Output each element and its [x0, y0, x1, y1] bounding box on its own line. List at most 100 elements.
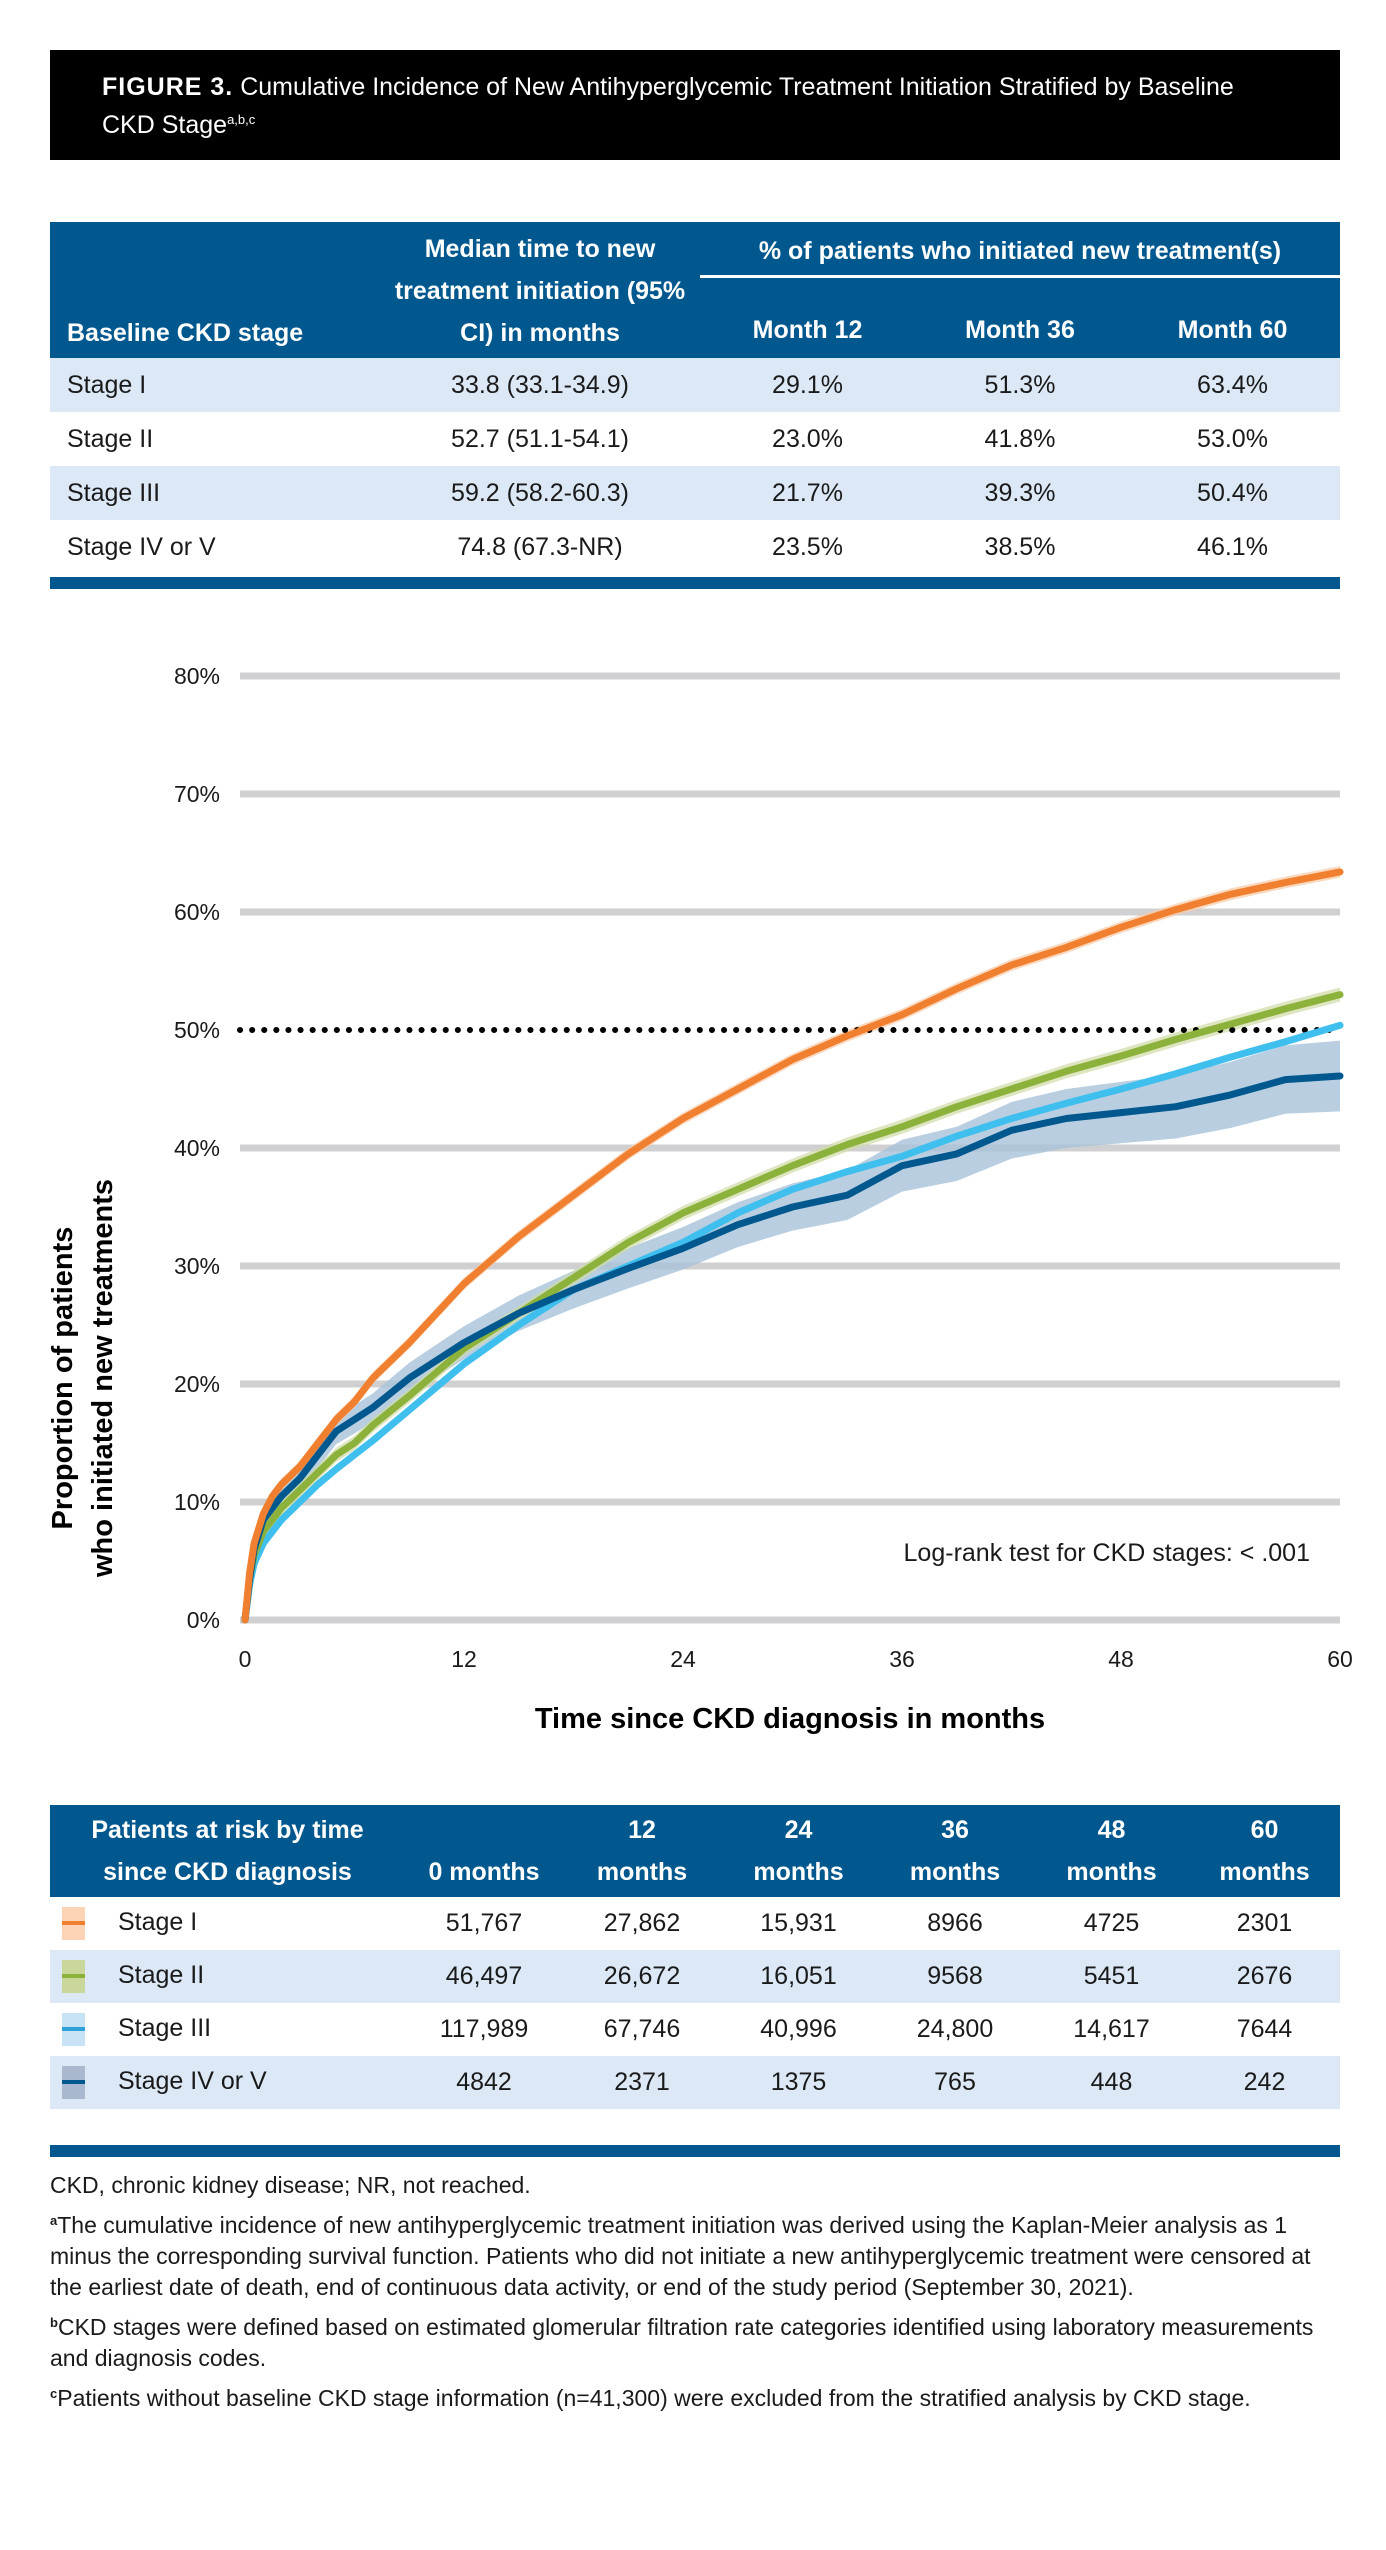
legend-line-icon [62, 1974, 85, 1978]
month60-cell: 46.1% [1125, 520, 1340, 574]
risk-stage-label: Stage III [118, 2014, 212, 2043]
footnote-b-mark: b [50, 2315, 58, 2330]
y-tick-label: 80% [174, 663, 220, 689]
risk-count-cell: 46,497 [405, 1950, 563, 2003]
median-cell: 33.8 (33.1-34.9) [380, 358, 700, 412]
risk-header-36: 36 months [876, 1805, 1034, 1897]
footnotes: CKD, chronic kidney disease; NR, not rea… [50, 2170, 1340, 2423]
footnote-a: aThe cumulative incidence of new antihyp… [50, 2210, 1340, 2303]
risk-header-label-line2: since CKD diagnosis [103, 1858, 352, 1886]
table-row: Stage I 51,767 27,862 15,931 8966 4725 2301 [50, 1897, 1340, 1950]
month36-cell: 51.3% [915, 358, 1125, 412]
y-axis-title-line2: who initiated new treatments [87, 1179, 119, 1578]
month12-cell: 23.0% [700, 412, 915, 466]
risk-count-cell: 16,051 [721, 1950, 876, 2003]
header-month-12: Month 12 [700, 276, 915, 358]
table-row: Stage III 59.2 (58.2-60.3) 21.7% 39.3% 5… [50, 466, 1340, 520]
legend-swatch-icon [62, 2066, 85, 2099]
summary-table: Baseline CKD stage Median time to new tr… [50, 222, 1340, 574]
series-lines [241, 868, 1344, 1624]
chart-svg: 0% 10% 20% 30% 40% 50% 60% 70% 80% 0 12 24 36 48 60 L… [47, 663, 1353, 1735]
risk-header-48-bottom: months [1066, 1858, 1157, 1886]
figure-title-superscript: a,b,c [227, 112, 256, 127]
risk-count-cell: 448 [1034, 2056, 1189, 2109]
y-axis-title: Proportion of patients who initiated new… [47, 1179, 119, 1578]
risk-count-cell: 5451 [1034, 1950, 1189, 2003]
risk-header-12: 12 months [563, 1805, 721, 1897]
risk-header-24-bottom: months [753, 1858, 844, 1886]
y-tick-label: 0% [187, 1607, 220, 1633]
footnote-a-text: The cumulative incidence of new antihype… [50, 2212, 1311, 2300]
stage-cell: Stage I [50, 358, 380, 412]
table-row: Stage II 52.7 (51.1-54.1) 23.0% 41.8% 53… [50, 412, 1340, 466]
x-axis-title: Time since CKD diagnosis in months [535, 1703, 1045, 1735]
confidence-band-stage-i [245, 865, 1340, 1620]
median-cell: 74.8 (67.3-NR) [380, 520, 700, 574]
y-tick-label: 70% [174, 781, 220, 807]
risk-stage-cell: Stage III [50, 2003, 405, 2056]
x-tick-label: 36 [889, 1646, 915, 1672]
legend-swatch-icon [62, 2013, 85, 2046]
risk-header-60-top: 60 [1250, 1816, 1279, 1844]
risk-header-24-top: 24 [784, 1816, 813, 1844]
month36-cell: 39.3% [915, 466, 1125, 520]
table-row: Stage IV or V 4842 2371 1375 765 448 242 [50, 2056, 1340, 2109]
risk-header-36-top: 36 [941, 1816, 969, 1844]
series-line-stage-i [241, 868, 1344, 1624]
risk-count-cell: 26,672 [563, 1950, 721, 2003]
month60-cell: 53.0% [1125, 412, 1340, 466]
risk-stage-label: Stage I [118, 1908, 198, 1937]
footnote-c-mark: c [50, 2386, 58, 2401]
risk-count-cell: 117,989 [405, 2003, 563, 2056]
risk-header-12-bottom: months [596, 1858, 688, 1886]
header-baseline-stage: Baseline CKD stage [50, 222, 380, 358]
header-month-60: Month 60 [1125, 276, 1340, 358]
x-tick-label: 60 [1327, 1646, 1353, 1672]
gridlines [240, 672, 1340, 1624]
log-rank-annotation: Log-rank test for CKD stages: < .001 [904, 1539, 1310, 1567]
risk-count-cell: 4842 [405, 2056, 563, 2109]
table-row: Stage IV or V 74.8 (67.3-NR) 23.5% 38.5%… [50, 520, 1340, 574]
risk-stage-cell: Stage IV or V [50, 2056, 405, 2109]
stage-cell: Stage III [50, 466, 380, 520]
y-tick-label: 30% [174, 1253, 220, 1279]
risk-count-cell: 4725 [1034, 1897, 1189, 1950]
risk-header-0-bottom: 0 months [428, 1858, 540, 1886]
legend-swatch-icon [62, 1907, 85, 1940]
risk-header-48: 48 months [1034, 1805, 1189, 1897]
table-row: Stage I 33.8 (33.1-34.9) 29.1% 51.3% 63.… [50, 358, 1340, 412]
legend-line-icon [62, 2080, 85, 2084]
confidence-band-stage-iv-or-v [245, 1040, 1340, 1620]
month60-cell: 63.4% [1125, 358, 1340, 412]
footnote-c-text: Patients without baseline CKD stage info… [57, 2385, 1251, 2411]
risk-table-bottom-rule [50, 2145, 1340, 2157]
risk-header-label: Patients at risk by time since CKD diagn… [50, 1805, 405, 1897]
risk-count-cell: 27,862 [563, 1897, 721, 1950]
footnote-c: cPatients without baseline CKD stage inf… [50, 2383, 1340, 2414]
y-tick-label: 20% [174, 1371, 220, 1397]
figure-label: FIGURE 3. [102, 73, 234, 101]
y-tick-label: 10% [174, 1489, 220, 1515]
header-median-time: Median time to new treatment initiation … [380, 222, 700, 358]
risk-header-48-top: 48 [1097, 1816, 1126, 1844]
legend-swatch-icon [62, 1960, 85, 1993]
median-cell: 52.7 (51.1-54.1) [380, 412, 700, 466]
month12-cell: 29.1% [700, 358, 915, 412]
footnote-b-text: CKD stages were defined based on estimat… [50, 2314, 1314, 2371]
footnote-abbreviations: CKD, chronic kidney disease; NR, not rea… [50, 2172, 531, 2198]
x-tick-label: 0 [239, 1646, 252, 1672]
risk-stage-label: Stage IV or V [118, 2067, 267, 2096]
table-row: Stage II 46,497 26,672 16,051 9568 5451 2676 [50, 1950, 1340, 2003]
stage-cell: Stage IV or V [50, 520, 380, 574]
risk-count-cell: 15,931 [721, 1897, 876, 1950]
risk-header-60-bottom: months [1219, 1858, 1310, 1886]
risk-header-12-top: 12 [628, 1816, 656, 1844]
header-percent-initiated: % of patients who initiated new treatmen… [700, 222, 1340, 278]
risk-count-cell: 2371 [563, 2056, 721, 2109]
x-tick-labels: 0 12 24 36 48 60 [239, 1646, 1353, 1672]
x-tick-label: 24 [670, 1646, 696, 1672]
figure-title-text: Cumulative Incidence of New Antihypergly… [102, 73, 1234, 139]
table-row: Stage III 117,989 67,746 40,996 24,800 14,617… [50, 2003, 1340, 2056]
month60-cell: 50.4% [1125, 466, 1340, 520]
legend-line-icon [62, 2027, 85, 2031]
